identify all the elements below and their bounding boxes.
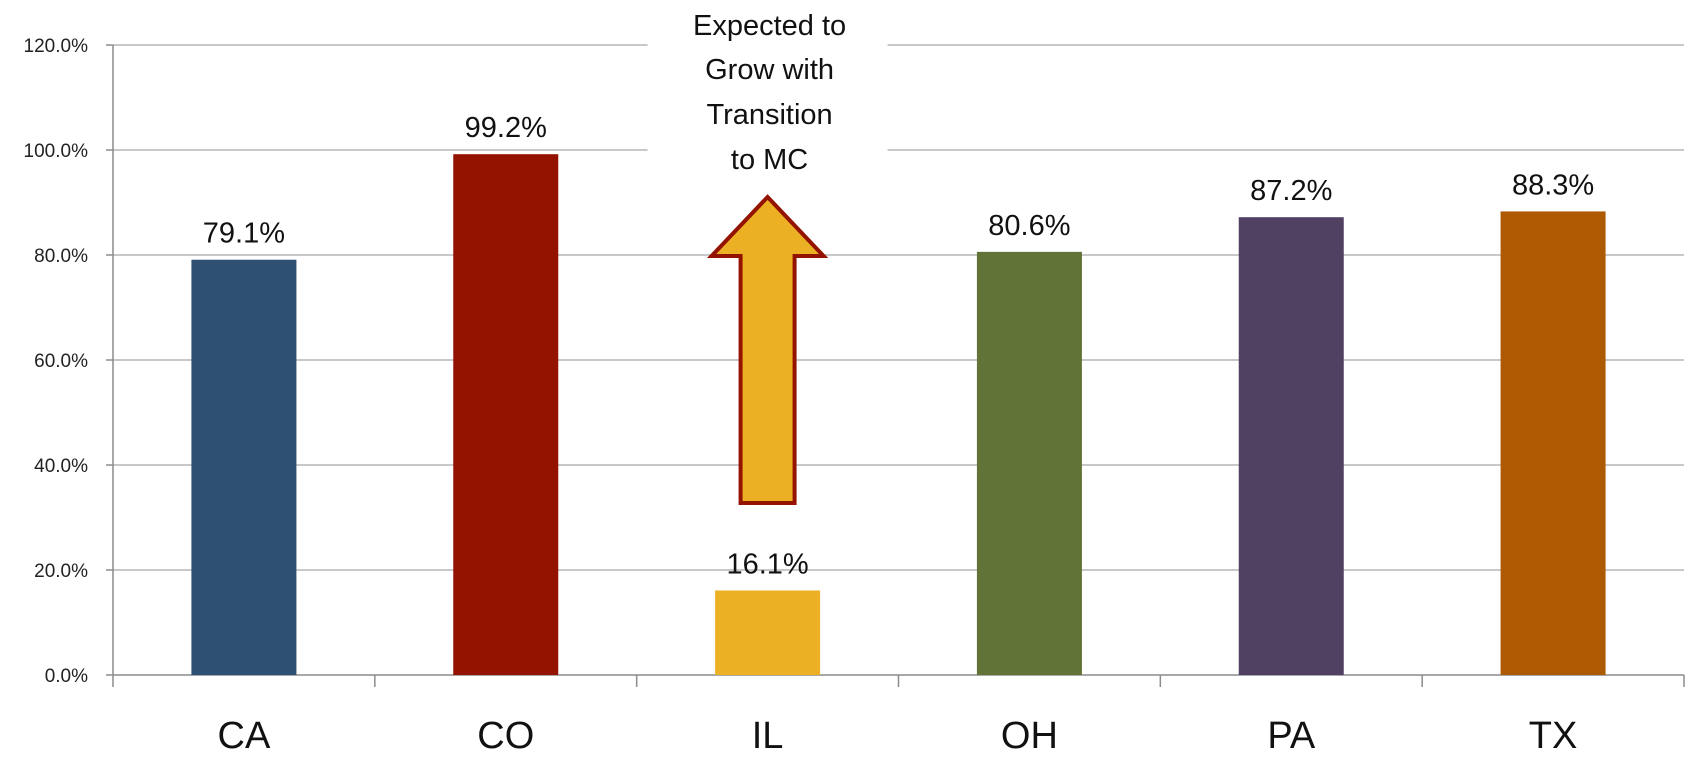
data-label-co: 99.2% [465,112,547,144]
data-label-pa: 87.2% [1250,175,1332,207]
data-label-ca: 79.1% [203,218,285,250]
axes: 0.0% 20.0% 40.0% 60.0% 80.0% 100.0% 120.0% CA CO… [24,36,1685,757]
data-label-il: 16.1% [726,548,808,580]
bar-tx [1500,211,1606,676]
bar-co [453,154,559,675]
bars [191,154,1606,676]
gridlines [113,44,1684,571]
data-label-tx: 88.3% [1512,169,1594,201]
ytick-label: 20.0% [34,561,88,582]
annotation-line-3: Transition [706,99,832,131]
bar-pa [1238,217,1344,675]
ytick-label: 40.0% [34,456,88,477]
ytick-label: 100.0% [24,141,89,162]
ytick-label: 120.0% [24,36,89,57]
bar-ca [191,259,297,675]
ytick-label: 60.0% [34,351,88,372]
annotation: Expected to Grow with Transition to MC [693,10,846,505]
annotation-line-2: Grow with [705,54,834,86]
bar-il [715,590,821,675]
xtick-label-co: CO [477,715,534,757]
xtick-label-il: IL [752,715,784,757]
annotation-line-1: Expected to [693,10,846,42]
data-label-oh: 80.6% [988,210,1070,242]
bar-oh [976,251,1082,675]
xtick-label-oh: OH [1001,715,1058,757]
xtick-label-tx: TX [1529,715,1578,757]
data-labels: 79.1% 99.2% 16.1% 80.6% 87.2% 88.3% [203,112,1594,580]
ytick-label: 0.0% [45,666,88,687]
xtick-label-pa: PA [1267,715,1316,757]
ytick-label: 80.0% [34,246,88,267]
xtick-label-ca: CA [218,715,271,757]
up-arrow-icon [706,194,829,505]
annotation-line-4: to MC [731,144,808,176]
